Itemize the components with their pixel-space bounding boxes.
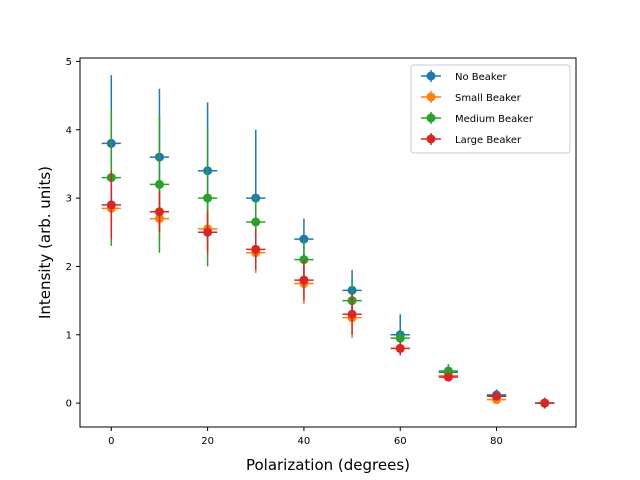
- legend: No Beaker Small Beaker Medium Beaker Large …: [410, 64, 571, 154]
- data-point: [203, 227, 213, 237]
- legend-item-large-beaker: Large Beaker: [421, 133, 522, 146]
- x-tick-label: 80: [490, 436, 503, 447]
- x-axis: 0 20 40 60 80: [108, 427, 503, 447]
- x-tick-label: 60: [394, 436, 407, 447]
- series-large-beaker: [101, 170, 555, 409]
- legend-marker: [426, 71, 436, 81]
- plot-area: [101, 75, 555, 409]
- legend-label: Small Beaker: [455, 93, 522, 104]
- legend-item-medium-beaker: Medium Beaker: [421, 112, 534, 125]
- legend-marker: [426, 134, 436, 144]
- y-axis-label: Intensity (arb. units): [36, 166, 54, 319]
- data-point: [443, 366, 453, 376]
- legend-label: Medium Beaker: [455, 114, 534, 125]
- legend-item-small-beaker: Small Beaker: [421, 91, 522, 104]
- data-point: [443, 372, 453, 382]
- legend-label: No Beaker: [455, 72, 508, 83]
- legend-label: Large Beaker: [455, 135, 522, 146]
- axes-frame: [79, 57, 577, 428]
- y-tick-label: 0: [66, 399, 72, 410]
- legend-marker: [426, 113, 436, 123]
- x-tick-label: 0: [108, 436, 114, 447]
- legend-box: [410, 64, 571, 154]
- y-tick-label: 1: [66, 330, 72, 341]
- data-point: [395, 333, 405, 343]
- data-point: [203, 193, 213, 203]
- y-tick-label: 2: [66, 262, 72, 273]
- data-point: [299, 275, 309, 285]
- legend-item-no-beaker: No Beaker: [421, 70, 508, 83]
- x-tick-label: 40: [298, 436, 311, 447]
- y-tick-label: 5: [66, 57, 72, 68]
- x-tick-label: 20: [201, 436, 214, 447]
- data-point: [251, 244, 261, 254]
- data-point: [395, 343, 405, 353]
- data-point: [492, 391, 502, 401]
- y-axis: 0 1 2 3 4 5: [66, 57, 80, 410]
- x-axis-label: Polarization (degrees): [246, 456, 410, 474]
- data-point: [540, 398, 550, 408]
- y-tick-label: 3: [66, 194, 72, 205]
- data-point: [154, 207, 164, 217]
- data-point: [251, 217, 261, 227]
- data-point: [347, 309, 357, 319]
- data-point: [106, 200, 116, 210]
- y-tick-label: 4: [66, 125, 72, 136]
- data-point: [154, 179, 164, 189]
- legend-marker: [426, 92, 436, 102]
